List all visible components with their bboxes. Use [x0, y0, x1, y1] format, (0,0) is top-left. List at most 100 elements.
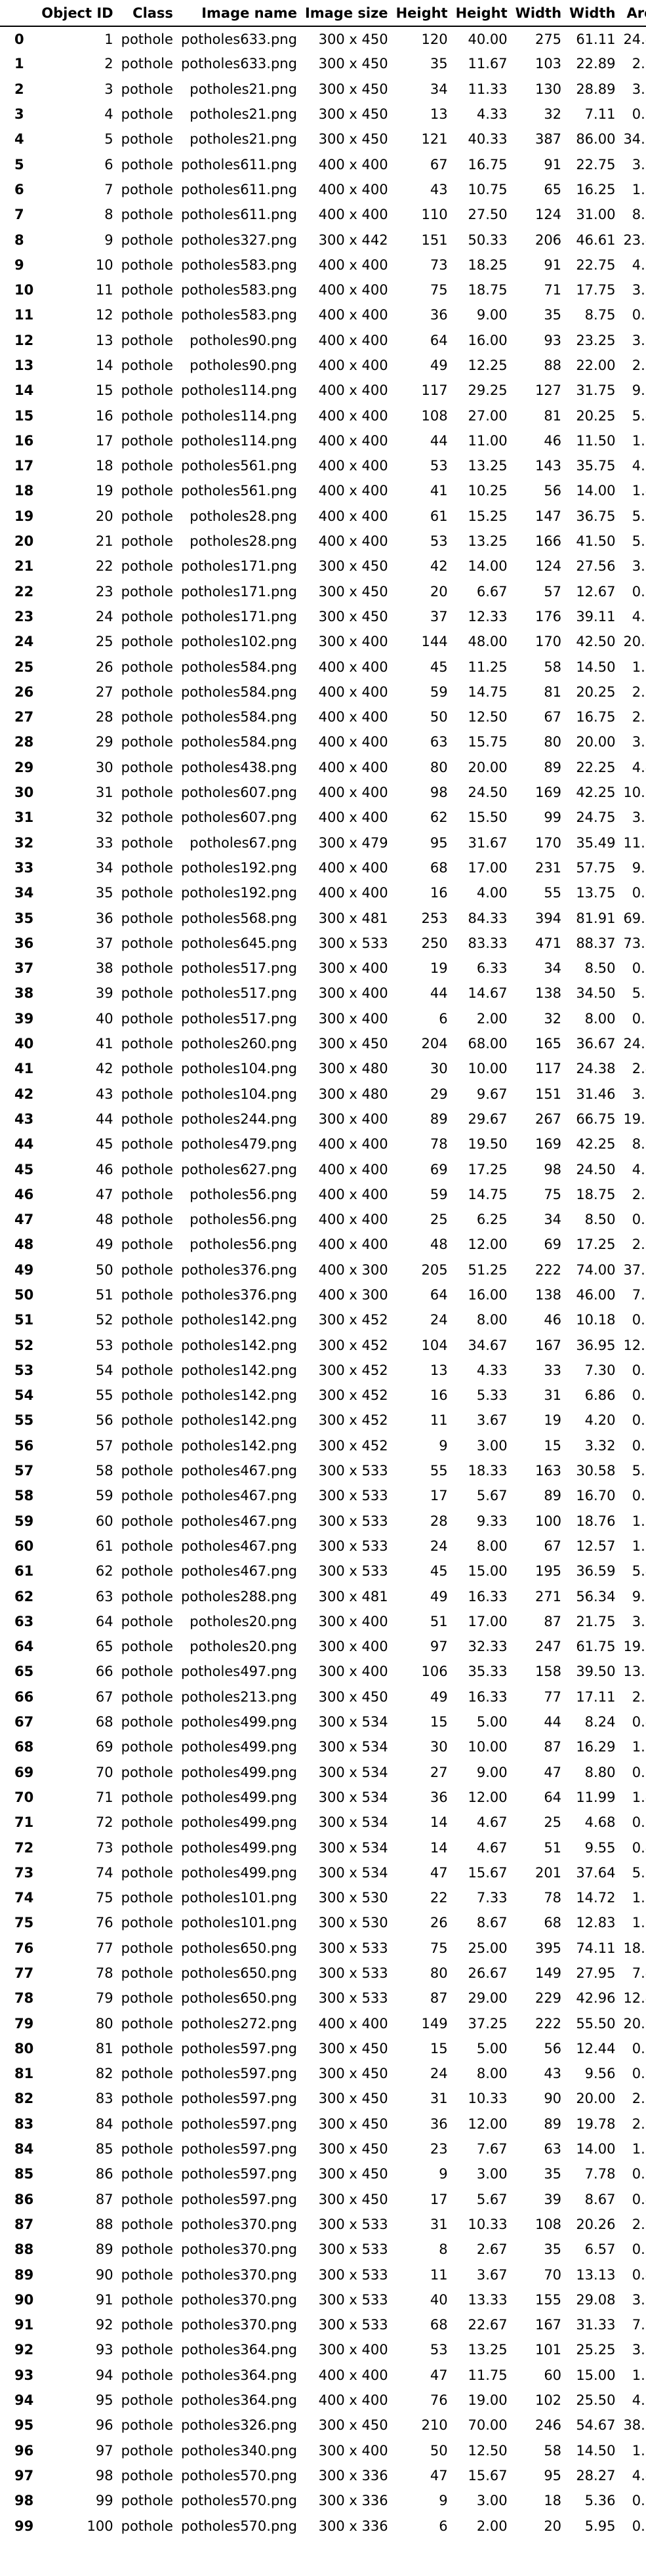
image-name-cell: potholes376.png [180, 1261, 297, 1278]
class-cell: pothole [121, 709, 173, 726]
height-cell: 6 [439, 1010, 448, 1027]
image-name-cell: potholes213.png [180, 1688, 297, 1705]
row-index: 75 [14, 1915, 34, 1931]
image-size-cell: 400 x 300 [318, 1286, 388, 1303]
table-row: 32 33 pothole potholes67.png 300 x 479 95 31.6… [0, 830, 646, 855]
object-id-cell: 78 [95, 1965, 113, 1981]
width-percent-cell: 28.89 [576, 81, 616, 97]
object-id-cell: 97 [95, 2442, 113, 2459]
width-cell: 387 [535, 131, 562, 148]
width-percent-cell: 61.75 [576, 1639, 616, 1655]
table-row: 18 19 pothole potholes561.png 400 x 400 41 10.… [0, 478, 646, 503]
class-cell: pothole [121, 2141, 173, 2157]
image-size-cell: 300 x 530 [318, 1890, 388, 1906]
height-percent-cell: 15.25 [468, 508, 508, 524]
height-cell: 48 [430, 1237, 448, 1253]
height-cell: 13 [430, 1362, 448, 1378]
image-name-cell: potholes340.png [180, 2442, 297, 2459]
area-cell: 4.82 [632, 608, 646, 624]
object-id-cell: 22 [95, 558, 113, 575]
width-cell: 167 [535, 1337, 562, 1353]
image-name-cell: potholes142.png [180, 1362, 297, 1378]
area-cell: 1.11 [632, 1915, 646, 1931]
width-percent-cell: 46.00 [576, 1286, 616, 1303]
table-row: 13 14 pothole potholes90.png 400 x 400 49 12.2… [0, 353, 646, 378]
table-row: 62 63 pothole potholes288.png 300 x 481 49 16.… [0, 1584, 646, 1608]
row-index: 73 [14, 1864, 34, 1881]
header-class: Class [117, 0, 177, 27]
object-id-cell: 53 [95, 1337, 113, 1353]
class-cell: pothole [121, 1437, 173, 1454]
class-cell: pothole [121, 1990, 173, 2007]
row-index: 42 [14, 1086, 34, 1102]
height-cell: 75 [430, 1940, 448, 1956]
width-percent-cell: 20.26 [576, 2216, 616, 2232]
class-cell: pothole [121, 1161, 173, 1177]
class-cell: pothole [121, 1664, 173, 1680]
area-cell: 2.77 [632, 1186, 646, 1202]
image-name-cell: potholes627.png [180, 1161, 297, 1177]
image-size-cell: 300 x 400 [318, 2442, 388, 2459]
object-id-cell: 58 [95, 1463, 113, 1479]
height-percent-cell: 18.75 [468, 282, 508, 298]
object-id-cell: 5 [104, 131, 113, 148]
table-row: 59 60 pothole potholes467.png 300 x 533 28 9.3… [0, 1509, 646, 1534]
height-cell: 17 [430, 2191, 448, 2207]
height-cell: 80 [430, 759, 448, 775]
class-cell: pothole [121, 1538, 173, 1554]
object-id-cell: 26 [95, 659, 113, 675]
object-id-cell: 30 [95, 759, 113, 775]
width-cell: 151 [535, 1086, 562, 1102]
image-name-cell: potholes499.png [180, 1764, 297, 1780]
table-row: 79 80 pothole potholes272.png 400 x 400 149 37… [0, 2011, 646, 2035]
image-size-cell: 300 x 450 [318, 31, 388, 47]
table-row: 67 68 pothole potholes499.png 300 x 534 15 5.0… [0, 1709, 646, 1734]
width-cell: 117 [535, 1061, 562, 1077]
class-cell: pothole [121, 458, 173, 474]
class-cell: pothole [121, 734, 173, 750]
width-percent-cell: 54.67 [576, 2417, 616, 2434]
height-cell: 67 [430, 156, 448, 173]
height-percent-cell: 19.50 [468, 1136, 508, 1153]
image-size-cell: 300 x 481 [318, 910, 388, 926]
object-id-cell: 11 [95, 282, 113, 298]
height-percent-cell: 18.25 [468, 256, 508, 273]
area-cell: 0.62 [632, 2040, 646, 2056]
table-row: 96 97 pothole potholes340.png 300 x 400 50 12.… [0, 2438, 646, 2463]
height-cell: 50 [430, 2442, 448, 2459]
width-cell: 32 [544, 106, 562, 123]
class-cell: pothole [121, 785, 173, 801]
image-size-cell: 300 x 400 [318, 1613, 388, 1629]
class-cell: pothole [121, 2191, 173, 2207]
class-cell: pothole [121, 659, 173, 675]
height-percent-cell: 3.00 [476, 1437, 508, 1454]
row-index: 14 [14, 382, 34, 399]
image-size-cell: 400 x 400 [318, 684, 388, 700]
row-index: 98 [14, 2493, 34, 2509]
row-index: 76 [14, 1940, 34, 1956]
height-cell: 44 [430, 985, 448, 1002]
width-percent-cell: 5.36 [584, 2493, 616, 2509]
width-percent-cell: 8.50 [584, 1212, 616, 1228]
width-cell: 89 [544, 1488, 562, 1504]
width-percent-cell: 55.50 [576, 2015, 616, 2032]
object-id-cell: 2 [104, 56, 113, 72]
row-index: 82 [14, 2091, 34, 2107]
height-percent-cell: 9.67 [476, 1086, 508, 1102]
image-size-cell: 300 x 533 [318, 2266, 388, 2283]
table-row: 25 26 pothole potholes584.png 400 x 400 45 11.… [0, 654, 646, 679]
image-size-cell: 400 x 300 [318, 1261, 388, 1278]
class-cell: pothole [121, 382, 173, 399]
width-percent-cell: 42.50 [576, 634, 616, 650]
width-percent-cell: 6.57 [584, 2241, 616, 2258]
table-row: 23 24 pothole potholes171.png 300 x 450 37 12.… [0, 604, 646, 629]
image-name-cell: potholes467.png [180, 1463, 297, 1479]
image-name-cell: potholes467.png [180, 1563, 297, 1580]
width-percent-cell: 86.00 [576, 131, 616, 148]
class-cell: pothole [121, 1639, 173, 1655]
row-index: 29 [14, 759, 34, 775]
height-percent-cell: 5.00 [476, 2040, 508, 2056]
table-row: 28 29 pothole potholes584.png 400 x 400 63 15.… [0, 729, 646, 754]
image-name-cell: potholes28.png [190, 533, 297, 550]
height-percent-cell: 29.67 [468, 1111, 508, 1127]
